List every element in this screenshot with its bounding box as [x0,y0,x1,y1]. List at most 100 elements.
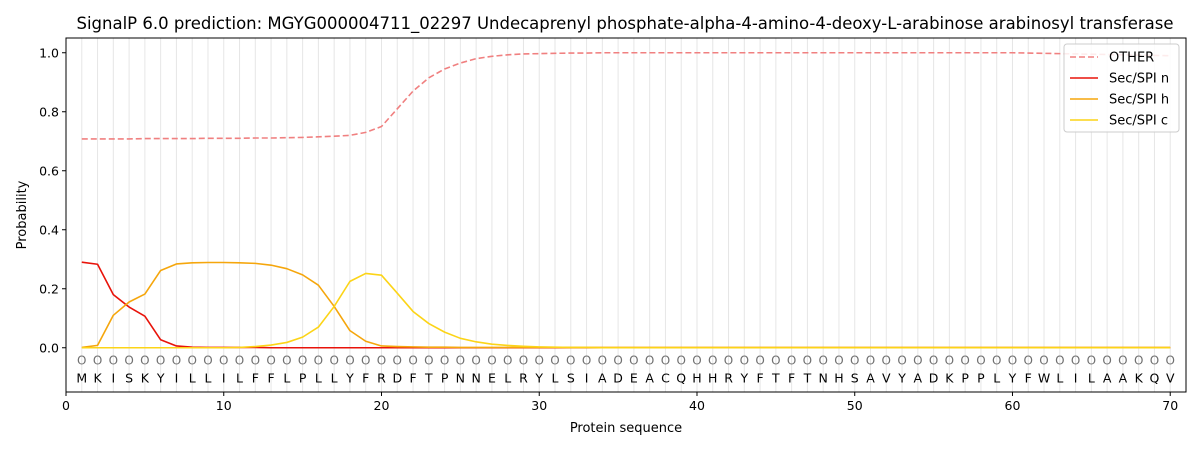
region-marker: O [882,354,891,368]
region-marker: O [345,354,354,368]
region-marker: O [945,354,954,368]
sequence-residue: Y [739,370,748,385]
sequence-residue: A [866,370,875,385]
sequence-residue: K [93,370,102,385]
sequence-residue: S [851,370,859,385]
x-tick-label: 40 [689,398,705,413]
sequence-residue: V [1166,370,1175,385]
x-tick-label: 70 [1162,398,1178,413]
region-marker: O [740,354,749,368]
region-marker: O [550,354,559,368]
sequence-residue: I [175,370,179,385]
region-marker: O [929,354,938,368]
sequence-residue: T [803,370,812,385]
sequence-residue: L [315,370,322,385]
region-marker: O [960,354,969,368]
region-marker: O [235,354,244,368]
region-marker: O [755,354,764,368]
sequence-residue: D [929,370,939,385]
legend-label: Sec/SPI h [1109,93,1169,108]
y-tick-label: 0.8 [39,104,59,119]
sequence-residue: R [724,370,733,385]
sequence-residue: P [299,370,307,385]
sequence-residue: I [585,370,589,385]
y-tick-label: 1.0 [39,45,59,60]
x-tick-label: 10 [216,398,232,413]
region-marker: O [613,354,622,368]
region-marker: O [866,354,875,368]
region-marker: O [314,354,323,368]
sequence-residue: I [1074,370,1078,385]
chart-title: SignalP 6.0 prediction: MGYG000004711_02… [76,14,1173,34]
region-marker: O [187,354,196,368]
x-axis-ticks: 0 10 20 30 40 50 60 70 [62,392,1178,413]
region-marker: O [724,354,733,368]
plot-frame [65,37,1187,393]
region-marker: O [393,354,402,368]
sequence-residue: S [125,370,133,385]
sequence-residue: Q [1150,370,1160,385]
region-marker: O [251,354,260,368]
sequence-residue: K [945,370,954,385]
sequence-residue: P [961,370,969,385]
region-marker: O [377,354,386,368]
region-marker: O [1087,354,1096,368]
legend-box [1063,43,1180,133]
region-marker: O [787,354,796,368]
sequence-residue: M [76,370,87,385]
sequence-residue: F [409,370,416,385]
sequence-residue: L [504,370,511,385]
region-marker: O [456,354,465,368]
region-marker: O [629,354,638,368]
region-marker: O [203,354,212,368]
region-marker: O [1024,354,1033,368]
grid-lines [81,38,1171,392]
x-tick-label: 60 [1005,398,1021,413]
y-tick-label: 0.0 [39,340,59,355]
region-marker: O [1118,354,1127,368]
region-marker: O [645,354,654,368]
region-marker: O [1055,354,1064,368]
y-axis-ticks: 0.0 0.2 0.4 0.6 0.8 1.0 [39,45,66,355]
sequence-residue: S [567,370,575,385]
region-marker: O [535,354,544,368]
region-marker: O [771,354,780,368]
region-marker: O [992,354,1001,368]
sequence-residue: L [1056,370,1063,385]
series-line-sec-spi-h [81,261,1171,349]
y-tick-label: 0.2 [39,281,59,296]
sequence-residue: T [771,370,780,385]
region-marker: O [266,354,275,368]
sequence-residue: L [236,370,243,385]
sequence-residue: A [598,370,607,385]
region-marker: O [219,354,228,368]
sequence-residue: L [204,370,211,385]
region-marker: O [1150,354,1159,368]
sequence-residue: Y [345,370,354,385]
region-marker: O [282,354,291,368]
region-marker: O [818,354,827,368]
sequence-residue: D [392,370,402,385]
y-tick-label: 0.6 [39,163,59,178]
x-tick-label: 20 [374,398,390,413]
sequence-residue: L [993,370,1000,385]
sequence-residue: C [661,370,670,385]
x-tick-label: 50 [847,398,863,413]
sequence-residue: H [708,370,717,385]
sequence-residue: E [488,370,496,385]
region-marker: O [850,354,859,368]
sequence-residue: T [424,370,433,385]
x-axis-label: Protein sequence [570,421,682,436]
series-line-sec-spi-c [81,272,1171,349]
sequence-residue: K [1135,370,1144,385]
region-marker: O [913,354,922,368]
sequence-residue: H [692,370,701,385]
sequence-residue: I [111,370,115,385]
region-marker: O [897,354,906,368]
region-marker: O [1165,354,1174,368]
series-line-sec-spi-n [81,261,1171,349]
region-marker: O [329,354,338,368]
region-marker: O [109,354,118,368]
